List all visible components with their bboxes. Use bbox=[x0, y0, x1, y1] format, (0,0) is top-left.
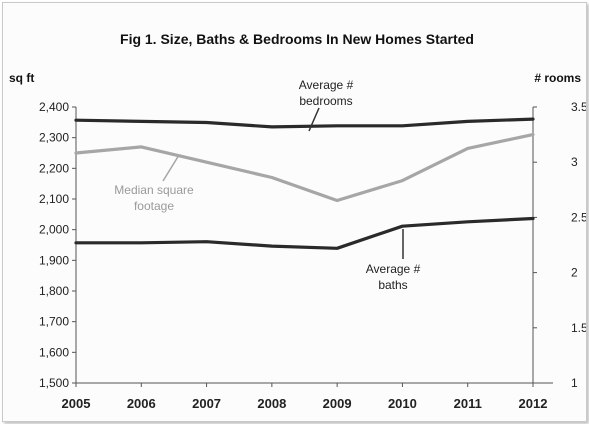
chart-title: Fig 1. Size, Baths & Bedrooms In New Hom… bbox=[120, 31, 474, 47]
y-left-axis-label: sq ft bbox=[9, 71, 34, 85]
y-left-tick-label: 2,100 bbox=[39, 192, 69, 206]
y-left-tick-label: 1,900 bbox=[39, 253, 69, 267]
chart-svg: Fig 1. Size, Baths & Bedrooms In New Hom… bbox=[9, 31, 586, 411]
series-line-average-baths bbox=[74, 216, 535, 250]
x-tick-label: 2006 bbox=[127, 396, 156, 411]
y-right-tick-label: 1 bbox=[571, 376, 578, 390]
y-right-tick-label: 2 bbox=[571, 266, 578, 280]
annotation-median-square-footage: Median square bbox=[114, 183, 194, 197]
x-tick-label: 2010 bbox=[388, 396, 417, 411]
x-tick-label: 2007 bbox=[192, 396, 221, 411]
x-tick-label: 2008 bbox=[257, 396, 286, 411]
x-tick-label: 2011 bbox=[454, 396, 482, 411]
series-line-median-square-footage bbox=[74, 133, 535, 203]
annotations: Average # bedrooms Median square footage Ave… bbox=[114, 78, 420, 292]
annotation-average-baths: baths bbox=[378, 278, 407, 292]
y-right-axis-label: # rooms bbox=[534, 71, 581, 85]
y-left-tick-label: 1,500 bbox=[39, 376, 69, 390]
y-right-tick-label: 3.5 bbox=[571, 100, 586, 114]
series-line-average-bedrooms bbox=[74, 117, 535, 129]
annotation-average-bedrooms: Average # bbox=[299, 78, 354, 92]
y-left-tick-label: 2,300 bbox=[39, 131, 69, 145]
y-right-tick-label: 2.5 bbox=[571, 210, 586, 224]
y-right-tick-label: 1.5 bbox=[571, 321, 586, 335]
y-left-tick-label: 1,700 bbox=[39, 315, 69, 329]
y-left-tick-label: 1,800 bbox=[39, 284, 69, 298]
annotation-average-baths: Average # bbox=[366, 262, 421, 276]
annotation-leader-median-square-footage bbox=[162, 154, 180, 182]
annotation-average-bedrooms: bedrooms bbox=[299, 94, 352, 108]
y-left-tick-label: 1,600 bbox=[39, 345, 69, 359]
series-layer bbox=[74, 117, 535, 250]
y-right-tick-label: 3 bbox=[571, 155, 578, 169]
annotation-median-square-footage: footage bbox=[134, 199, 174, 213]
x-tick-label: 2009 bbox=[323, 396, 352, 411]
x-tick-label: 2012 bbox=[519, 396, 548, 411]
y-left-tick-label: 2,400 bbox=[39, 100, 69, 114]
y-left-tick-label: 2,200 bbox=[39, 161, 69, 175]
axes: 1,500 1,600 1,700 1,800 1,900 2,000 2,100 2,200… bbox=[39, 100, 586, 411]
annotation-leader-average-bedrooms bbox=[308, 107, 320, 132]
y-left-tick-label: 2,000 bbox=[39, 223, 69, 237]
x-tick-label: 2005 bbox=[62, 396, 91, 411]
